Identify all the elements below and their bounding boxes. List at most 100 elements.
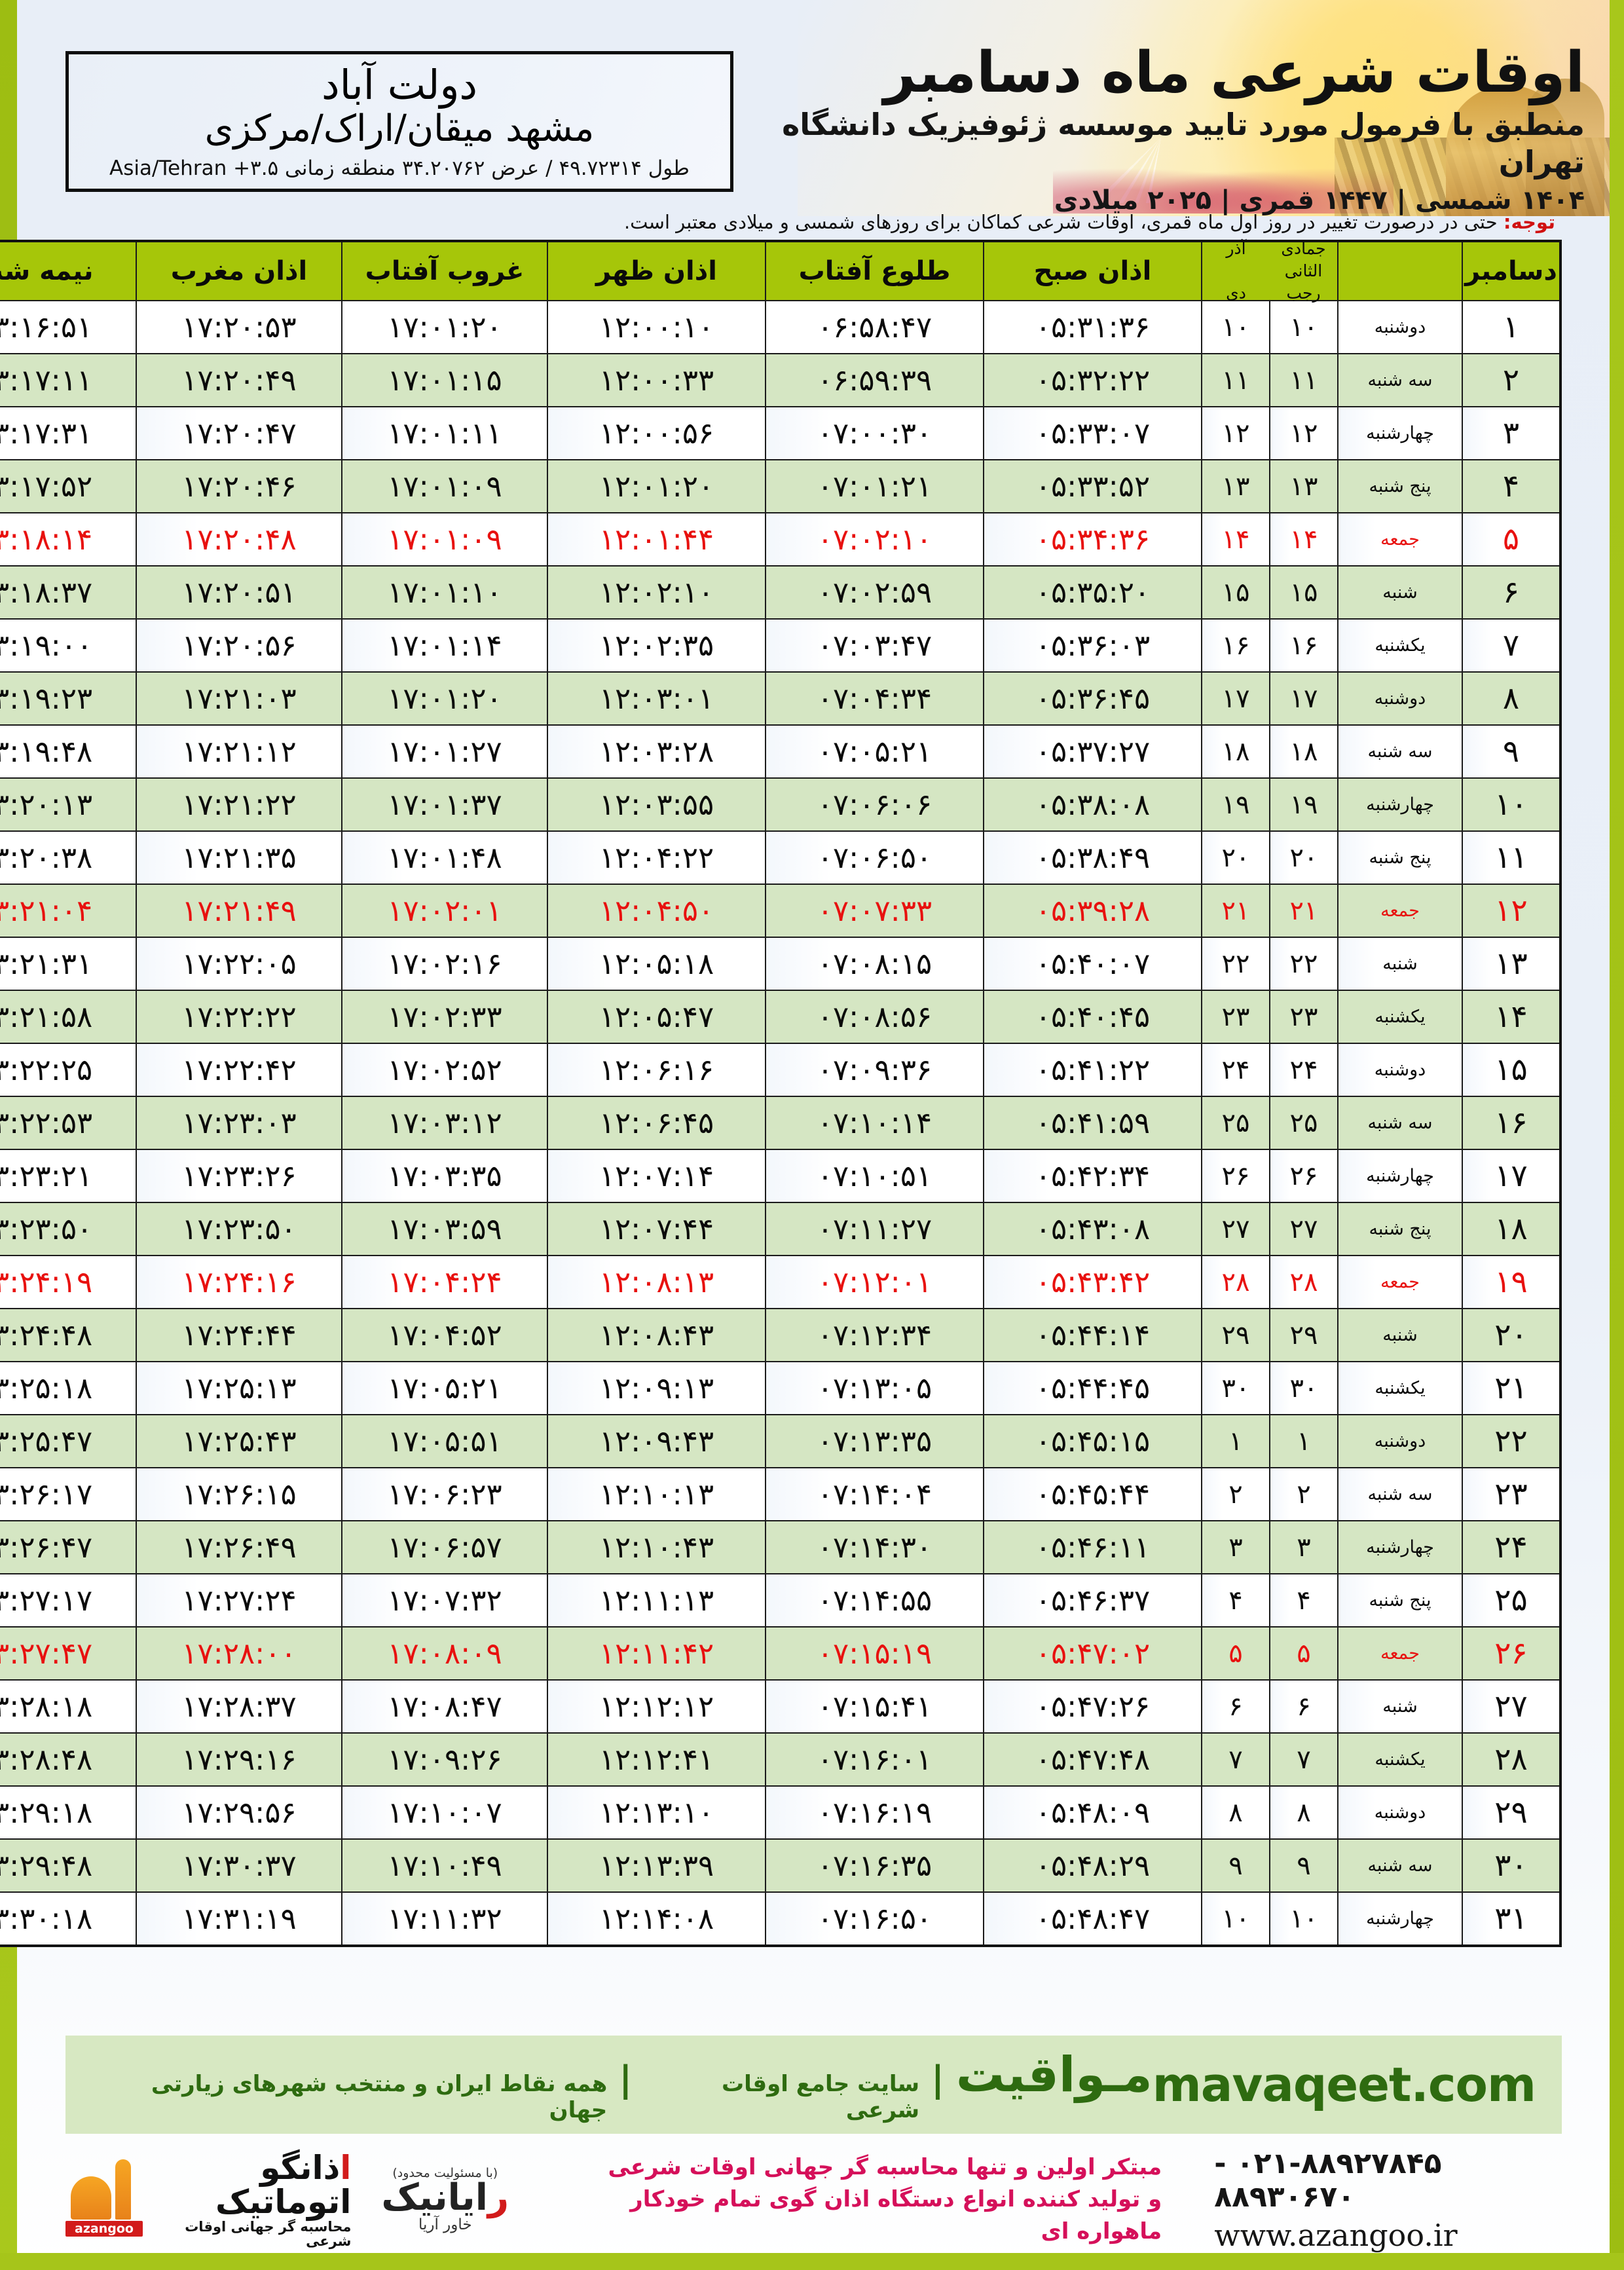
cell-maghrib-time: ۱۷:۲۰:۴۹ (135, 353, 342, 407)
cell-weekday: جمعه (1337, 1626, 1463, 1681)
logo-azangoo[interactable]: اذانگو اتوماتیک محاسبه گر جهانی اوقات شر… (65, 2151, 352, 2248)
table-row[interactable]: ۲۴ چهارشنبه ۳ ۳ ۰۵:۴۶:۱۱ ۰۷:۱۴:۳۰ ۱۲:۱۰:۴۳ ۱۷:۰… (0, 1520, 1561, 1574)
site-url-large[interactable]: mavaqeet.com (1152, 2057, 1536, 2112)
table-row[interactable]: ۱۰ چهارشنبه ۱۹ ۱۹ ۰۵:۳۸:۰۸ ۰۷:۰۶:۰۶ ۱۲:۰۳:۵۵ ۱۷… (0, 777, 1561, 832)
cell-solar-day: ۵ (1200, 1626, 1271, 1681)
cell-sunrise-time: ۰۷:۰۲:۵۹ (764, 565, 984, 620)
cell-weekday: شنبه (1337, 1679, 1463, 1734)
table-row[interactable]: ۲۰ شنبه ۲۹ ۲۹ ۰۵:۴۴:۱۴ ۰۷:۱۲:۳۴ ۱۲:۰۸:۴۳ ۱۷:۰۴:… (0, 1308, 1561, 1362)
rayanik-initial: ر (487, 2176, 509, 2219)
cell-sunrise-time: ۰۷:۱۱:۲۷ (764, 1202, 984, 1256)
table-row[interactable]: ۱۶ سه شنبه ۲۵ ۲۵ ۰۵:۴۱:۵۹ ۰۷:۱۰:۱۴ ۱۲:۰۶:۴۵ ۱۷:… (0, 1096, 1561, 1150)
cell-weekday: سه شنبه (1337, 724, 1463, 779)
table-row[interactable]: ۳۰ سه شنبه ۹ ۹ ۰۵:۴۸:۲۹ ۰۷:۱۶:۳۵ ۱۲:۱۳:۳۹ ۱۷:۱۰… (0, 1838, 1561, 1893)
cell-sunrise-time: ۰۷:۰۳:۴۷ (764, 618, 984, 673)
cell-weekday: یکشنبه (1337, 990, 1463, 1044)
cell-midnight-time: ۲۳:۲۰:۳۸ (0, 830, 137, 885)
cell-weekday: شنبه (1337, 565, 1463, 620)
table-row[interactable]: ۲۲ دوشنبه ۱ ۱ ۰۵:۴۵:۱۵ ۰۷:۱۳:۳۵ ۱۲:۰۹:۴۳ ۱۷:۰۵:… (0, 1414, 1561, 1468)
cell-weekday: پنج شنبه (1337, 1573, 1463, 1628)
cell-sunrise-time: ۰۷:۱۳:۳۵ (764, 1414, 984, 1468)
cell-solar-day: ۷ (1200, 1732, 1271, 1787)
table-header-row: دسامبر جمادی الثانی آذر رجب دی اذان (0, 239, 1561, 303)
separator-1: | (931, 2058, 944, 2100)
cell-lunar-day: ۷ (1269, 1732, 1338, 1787)
table-row[interactable]: ۱۳ شنبه ۲۲ ۲۲ ۰۵:۴۰:۰۷ ۰۷:۰۸:۱۵ ۱۲:۰۵:۱۸ ۱۷:۰۲:… (0, 937, 1561, 991)
table-row[interactable]: ۱۴ یکشنبه ۲۳ ۲۳ ۰۵:۴۰:۴۵ ۰۷:۰۸:۵۶ ۱۲:۰۵:۴۷ ۱۷:۰… (0, 990, 1561, 1044)
cell-solar-day: ۲۵ (1200, 1096, 1271, 1150)
cell-weekday: شنبه (1337, 1308, 1463, 1362)
col-header-weekday[interactable] (1337, 240, 1463, 301)
cell-midnight-time: ۲۳:۲۸:۴۸ (0, 1732, 137, 1787)
cell-midnight-time: ۲۳:۲۹:۴۸ (0, 1838, 137, 1893)
col-header-maghrib[interactable]: اذان مغرب (135, 240, 342, 301)
dome-shape-icon (71, 2176, 111, 2220)
cell-maghrib-time: ۱۷:۲۴:۱۶ (135, 1255, 342, 1309)
cell-gregorian-day: ۲۰ (1462, 1308, 1561, 1362)
table-row[interactable]: ۲ سه شنبه ۱۱ ۱۱ ۰۵:۳۲:۲۲ ۰۶:۵۹:۳۹ ۱۲:۰۰:۳۳ ۱۷:۰… (0, 353, 1561, 407)
cell-midnight-time: ۲۳:۲۹:۱۸ (0, 1785, 137, 1840)
table-body: ۱ دوشنبه ۱۰ ۱۰ ۰۵:۳۱:۳۶ ۰۶:۵۸:۴۷ ۱۲:۰۰:۱۰ ۱۷:۰۱… (0, 300, 1561, 1946)
cell-solar-day: ۱۱ (1200, 353, 1271, 407)
cell-solar-day: ۱۹ (1200, 777, 1271, 832)
table-row[interactable]: ۶ شنبه ۱۵ ۱۵ ۰۵:۳۵:۲۰ ۰۷:۰۲:۵۹ ۱۲:۰۲:۱۰ ۱۷:۰۱:۱… (0, 565, 1561, 620)
cell-lunar-day: ۱۱ (1269, 353, 1338, 407)
col-header-sunset[interactable]: غروب آفتاب (341, 240, 548, 301)
table-row[interactable]: ۲۸ یکشنبه ۷ ۷ ۰۵:۴۷:۴۸ ۰۷:۱۶:۰۱ ۱۲:۱۲:۴۱ ۱۷:۰۹:… (0, 1732, 1561, 1787)
cell-midnight-time: ۲۳:۱۷:۱۱ (0, 353, 137, 407)
cell-weekday: یکشنبه (1337, 1361, 1463, 1415)
table-row[interactable]: ۷ یکشنبه ۱۶ ۱۶ ۰۵:۳۶:۰۳ ۰۷:۰۳:۴۷ ۱۲:۰۲:۳۵ ۱۷:۰۱… (0, 618, 1561, 673)
cell-midnight-time: ۲۳:۲۶:۱۷ (0, 1467, 137, 1521)
table-row[interactable]: ۱۲ جمعه ۲۱ ۲۱ ۰۵:۳۹:۲۸ ۰۷:۰۷:۳۳ ۱۲:۰۴:۵۰ ۱۷:۰۲:… (0, 884, 1561, 938)
cell-sunrise-time: ۰۷:۰۶:۰۶ (764, 777, 984, 832)
cell-fajr-time: ۰۵:۴۵:۴۴ (982, 1467, 1202, 1521)
cell-sunrise-time: ۰۷:۱۶:۱۹ (764, 1785, 984, 1840)
footer-logos: (با مسئولیت محدود) رایانیک خاور آریا اذا… (65, 2151, 535, 2248)
cell-gregorian-day: ۴ (1462, 459, 1561, 513)
table-row[interactable]: ۳ چهارشنبه ۱۲ ۱۲ ۰۵:۳۳:۰۷ ۰۷:۰۰:۳۰ ۱۲:۰۰:۵۶ ۱۷:… (0, 406, 1561, 460)
cell-sunset-time: ۱۷:۰۱:۱۱ (341, 406, 548, 460)
cell-noon-time: ۱۲:۰۳:۵۵ (546, 777, 766, 832)
table-row[interactable]: ۱۸ پنج شنبه ۲۷ ۲۷ ۰۵:۴۳:۰۸ ۰۷:۱۱:۲۷ ۱۲:۰۷:۴۴ ۱۷… (0, 1202, 1561, 1256)
cell-noon-time: ۱۲:۰۱:۲۰ (546, 459, 766, 513)
logo-rayanik[interactable]: (با مسئولیت محدود) رایانیک خاور آریا (381, 2167, 509, 2233)
table-row[interactable]: ۱۷ چهارشنبه ۲۶ ۲۶ ۰۵:۴۲:۳۴ ۰۷:۱۰:۵۱ ۱۲:۰۷:۱۴ ۱۷… (0, 1149, 1561, 1203)
cell-noon-time: ۱۲:۰۸:۱۳ (546, 1255, 766, 1309)
table-row[interactable]: ۸ دوشنبه ۱۷ ۱۷ ۰۵:۳۶:۴۵ ۰۷:۰۴:۳۴ ۱۲:۰۳:۰۱ ۱۷:۰۱… (0, 671, 1561, 726)
col-header-midnight[interactable]: نیمه شب (0, 240, 137, 301)
cell-fajr-time: ۰۵:۴۶:۳۷ (982, 1573, 1202, 1628)
cell-sunrise-time: ۰۷:۱۴:۵۵ (764, 1573, 984, 1628)
footer-website[interactable]: www.azangoo.ir (1214, 2217, 1458, 2253)
cell-sunrise-time: ۰۷:۱۰:۵۱ (764, 1149, 984, 1203)
table-row[interactable]: ۹ سه شنبه ۱۸ ۱۸ ۰۵:۳۷:۲۷ ۰۷:۰۵:۲۱ ۱۲:۰۳:۲۸ ۱۷:۰… (0, 724, 1561, 779)
table-row[interactable]: ۳۱ چهارشنبه ۱۰ ۱۰ ۰۵:۴۸:۴۷ ۰۷:۱۶:۵۰ ۱۲:۱۴:۰۸ ۱۷… (0, 1891, 1561, 1946)
cell-gregorian-day: ۱۷ (1462, 1149, 1561, 1203)
col-header-sunrise[interactable]: طلوع آفتاب (764, 240, 984, 301)
cell-noon-time: ۱۲:۰۴:۵۰ (546, 884, 766, 938)
cell-weekday: چهارشنبه (1337, 777, 1463, 832)
cell-solar-day: ۱۴ (1200, 512, 1271, 567)
table-row[interactable]: ۲۶ جمعه ۵ ۵ ۰۵:۴۷:۰۲ ۰۷:۱۵:۱۹ ۱۲:۱۱:۴۲ ۱۷:۰۸:۰۹… (0, 1626, 1561, 1681)
table-row[interactable]: ۲۱ یکشنبه ۳۰ ۳۰ ۰۵:۴۴:۴۵ ۰۷:۱۳:۰۵ ۱۲:۰۹:۱۳ ۱۷:۰… (0, 1361, 1561, 1415)
cell-gregorian-day: ۶ (1462, 565, 1561, 620)
table-row[interactable]: ۴ پنج شنبه ۱۳ ۱۳ ۰۵:۳۳:۵۲ ۰۷:۰۱:۲۱ ۱۲:۰۱:۲۰ ۱۷:… (0, 459, 1561, 513)
table-row[interactable]: ۱۱ پنج شنبه ۲۰ ۲۰ ۰۵:۳۸:۴۹ ۰۷:۰۶:۵۰ ۱۲:۰۴:۲۲ ۱۷… (0, 830, 1561, 885)
col-header-solar-bottom: دی (1226, 283, 1246, 303)
col-header-gregorian[interactable]: دسامبر (1462, 240, 1561, 301)
table-row[interactable]: ۵ جمعه ۱۴ ۱۴ ۰۵:۳۴:۳۶ ۰۷:۰۲:۱۰ ۱۲:۰۱:۴۴ ۱۷:۰۱:۰… (0, 512, 1561, 567)
col-header-months[interactable]: جمادی الثانی آذر رجب دی (1200, 239, 1339, 303)
location-region: مشهد میقان/اراک/مرکزی (204, 107, 595, 151)
cell-gregorian-day: ۱۳ (1462, 937, 1561, 991)
table-row[interactable]: ۱۹ جمعه ۲۸ ۲۸ ۰۵:۴۳:۴۲ ۰۷:۱۲:۰۱ ۱۲:۰۸:۱۳ ۱۷:۰۴:… (0, 1255, 1561, 1309)
table-row[interactable]: ۲۳ سه شنبه ۲ ۲ ۰۵:۴۵:۴۴ ۰۷:۱۴:۰۴ ۱۲:۱۰:۱۳ ۱۷:۰۶… (0, 1467, 1561, 1521)
cell-sunrise-time: ۰۷:۱۶:۰۱ (764, 1732, 984, 1787)
table-row[interactable]: ۲۷ شنبه ۶ ۶ ۰۵:۴۷:۲۶ ۰۷:۱۵:۴۱ ۱۲:۱۲:۱۲ ۱۷:۰۸:۴۷… (0, 1679, 1561, 1734)
cell-sunset-time: ۱۷:۰۷:۳۲ (341, 1573, 548, 1628)
table-row[interactable]: ۱۵ دوشنبه ۲۴ ۲۴ ۰۵:۴۱:۲۲ ۰۷:۰۹:۳۶ ۱۲:۰۶:۱۶ ۱۷:۰… (0, 1043, 1561, 1097)
col-header-noon[interactable]: اذان ظهر (546, 240, 766, 301)
table-row[interactable]: ۲۵ پنج شنبه ۴ ۴ ۰۵:۴۶:۳۷ ۰۷:۱۴:۵۵ ۱۲:۱۱:۱۳ ۱۷:۰… (0, 1573, 1561, 1628)
col-header-fajr[interactable]: اذان صبح (982, 240, 1202, 301)
table-row[interactable]: ۲۹ دوشنبه ۸ ۸ ۰۵:۴۸:۰۹ ۰۷:۱۶:۱۹ ۱۲:۱۳:۱۰ ۱۷:۱۰:… (0, 1785, 1561, 1840)
cell-sunrise-time: ۰۷:۱۲:۳۴ (764, 1308, 984, 1362)
table-row[interactable]: ۱ دوشنبه ۱۰ ۱۰ ۰۵:۳۱:۳۶ ۰۶:۵۸:۴۷ ۱۲:۰۰:۱۰ ۱۷:۰۱… (0, 300, 1561, 354)
